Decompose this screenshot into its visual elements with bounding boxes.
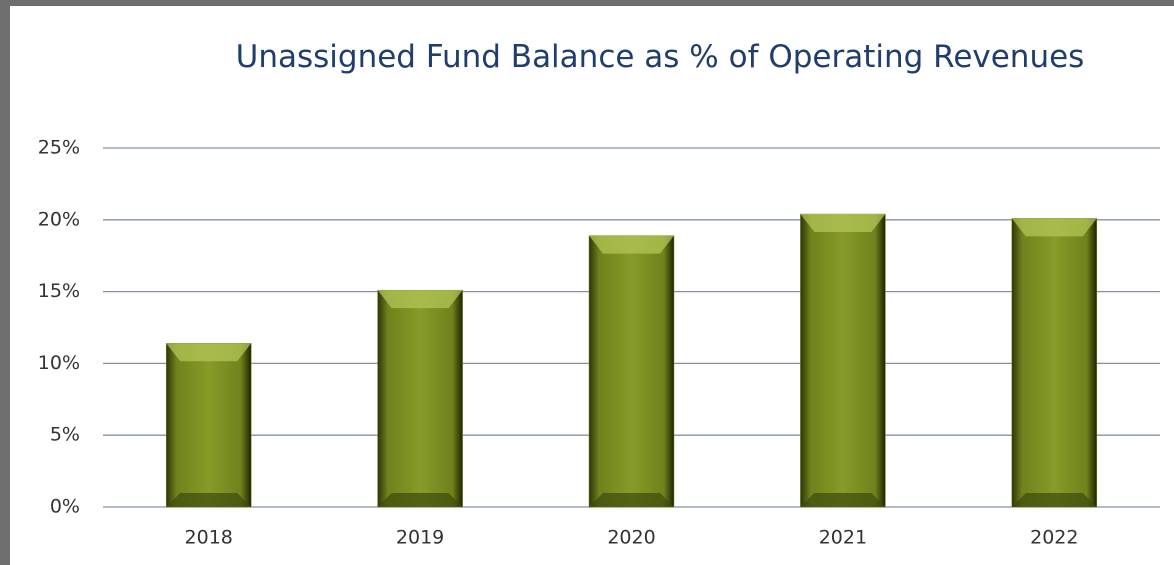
y-tick-label: 10%: [38, 352, 80, 374]
bar-bevel-bottom: [589, 493, 674, 507]
x-tick-label: 2022: [1030, 527, 1078, 549]
x-tick-label: 2018: [185, 527, 233, 549]
bar: [1011, 218, 1098, 508]
y-tick-label: 0%: [50, 496, 80, 518]
bar-bevel-top: [1011, 218, 1097, 237]
bar-bevel-bottom: [1011, 493, 1097, 507]
x-tick-label: 2021: [819, 527, 867, 549]
bar-bevel-top: [377, 290, 463, 309]
bar: [377, 289, 463, 508]
bar-bevel-bottom: [800, 493, 886, 507]
bar: [588, 235, 675, 508]
bar-bevel-bottom: [166, 493, 252, 507]
x-tick-label: 2020: [607, 527, 655, 549]
bar: [165, 343, 252, 508]
bar-bevel-top: [589, 235, 674, 254]
y-tick-label: 25%: [38, 137, 80, 159]
y-tick-label: 15%: [38, 280, 80, 302]
bar: [800, 213, 886, 508]
bar-bevel-top: [166, 343, 252, 362]
y-tick-label: 20%: [38, 208, 80, 230]
y-tick-label: 5%: [50, 424, 80, 446]
x-tick-label: 2019: [396, 527, 444, 549]
chart-title: Unassigned Fund Balance as % of Operatin…: [235, 39, 1085, 75]
bar-bevel-bottom: [377, 493, 463, 507]
bar-bevel-top: [800, 214, 886, 233]
